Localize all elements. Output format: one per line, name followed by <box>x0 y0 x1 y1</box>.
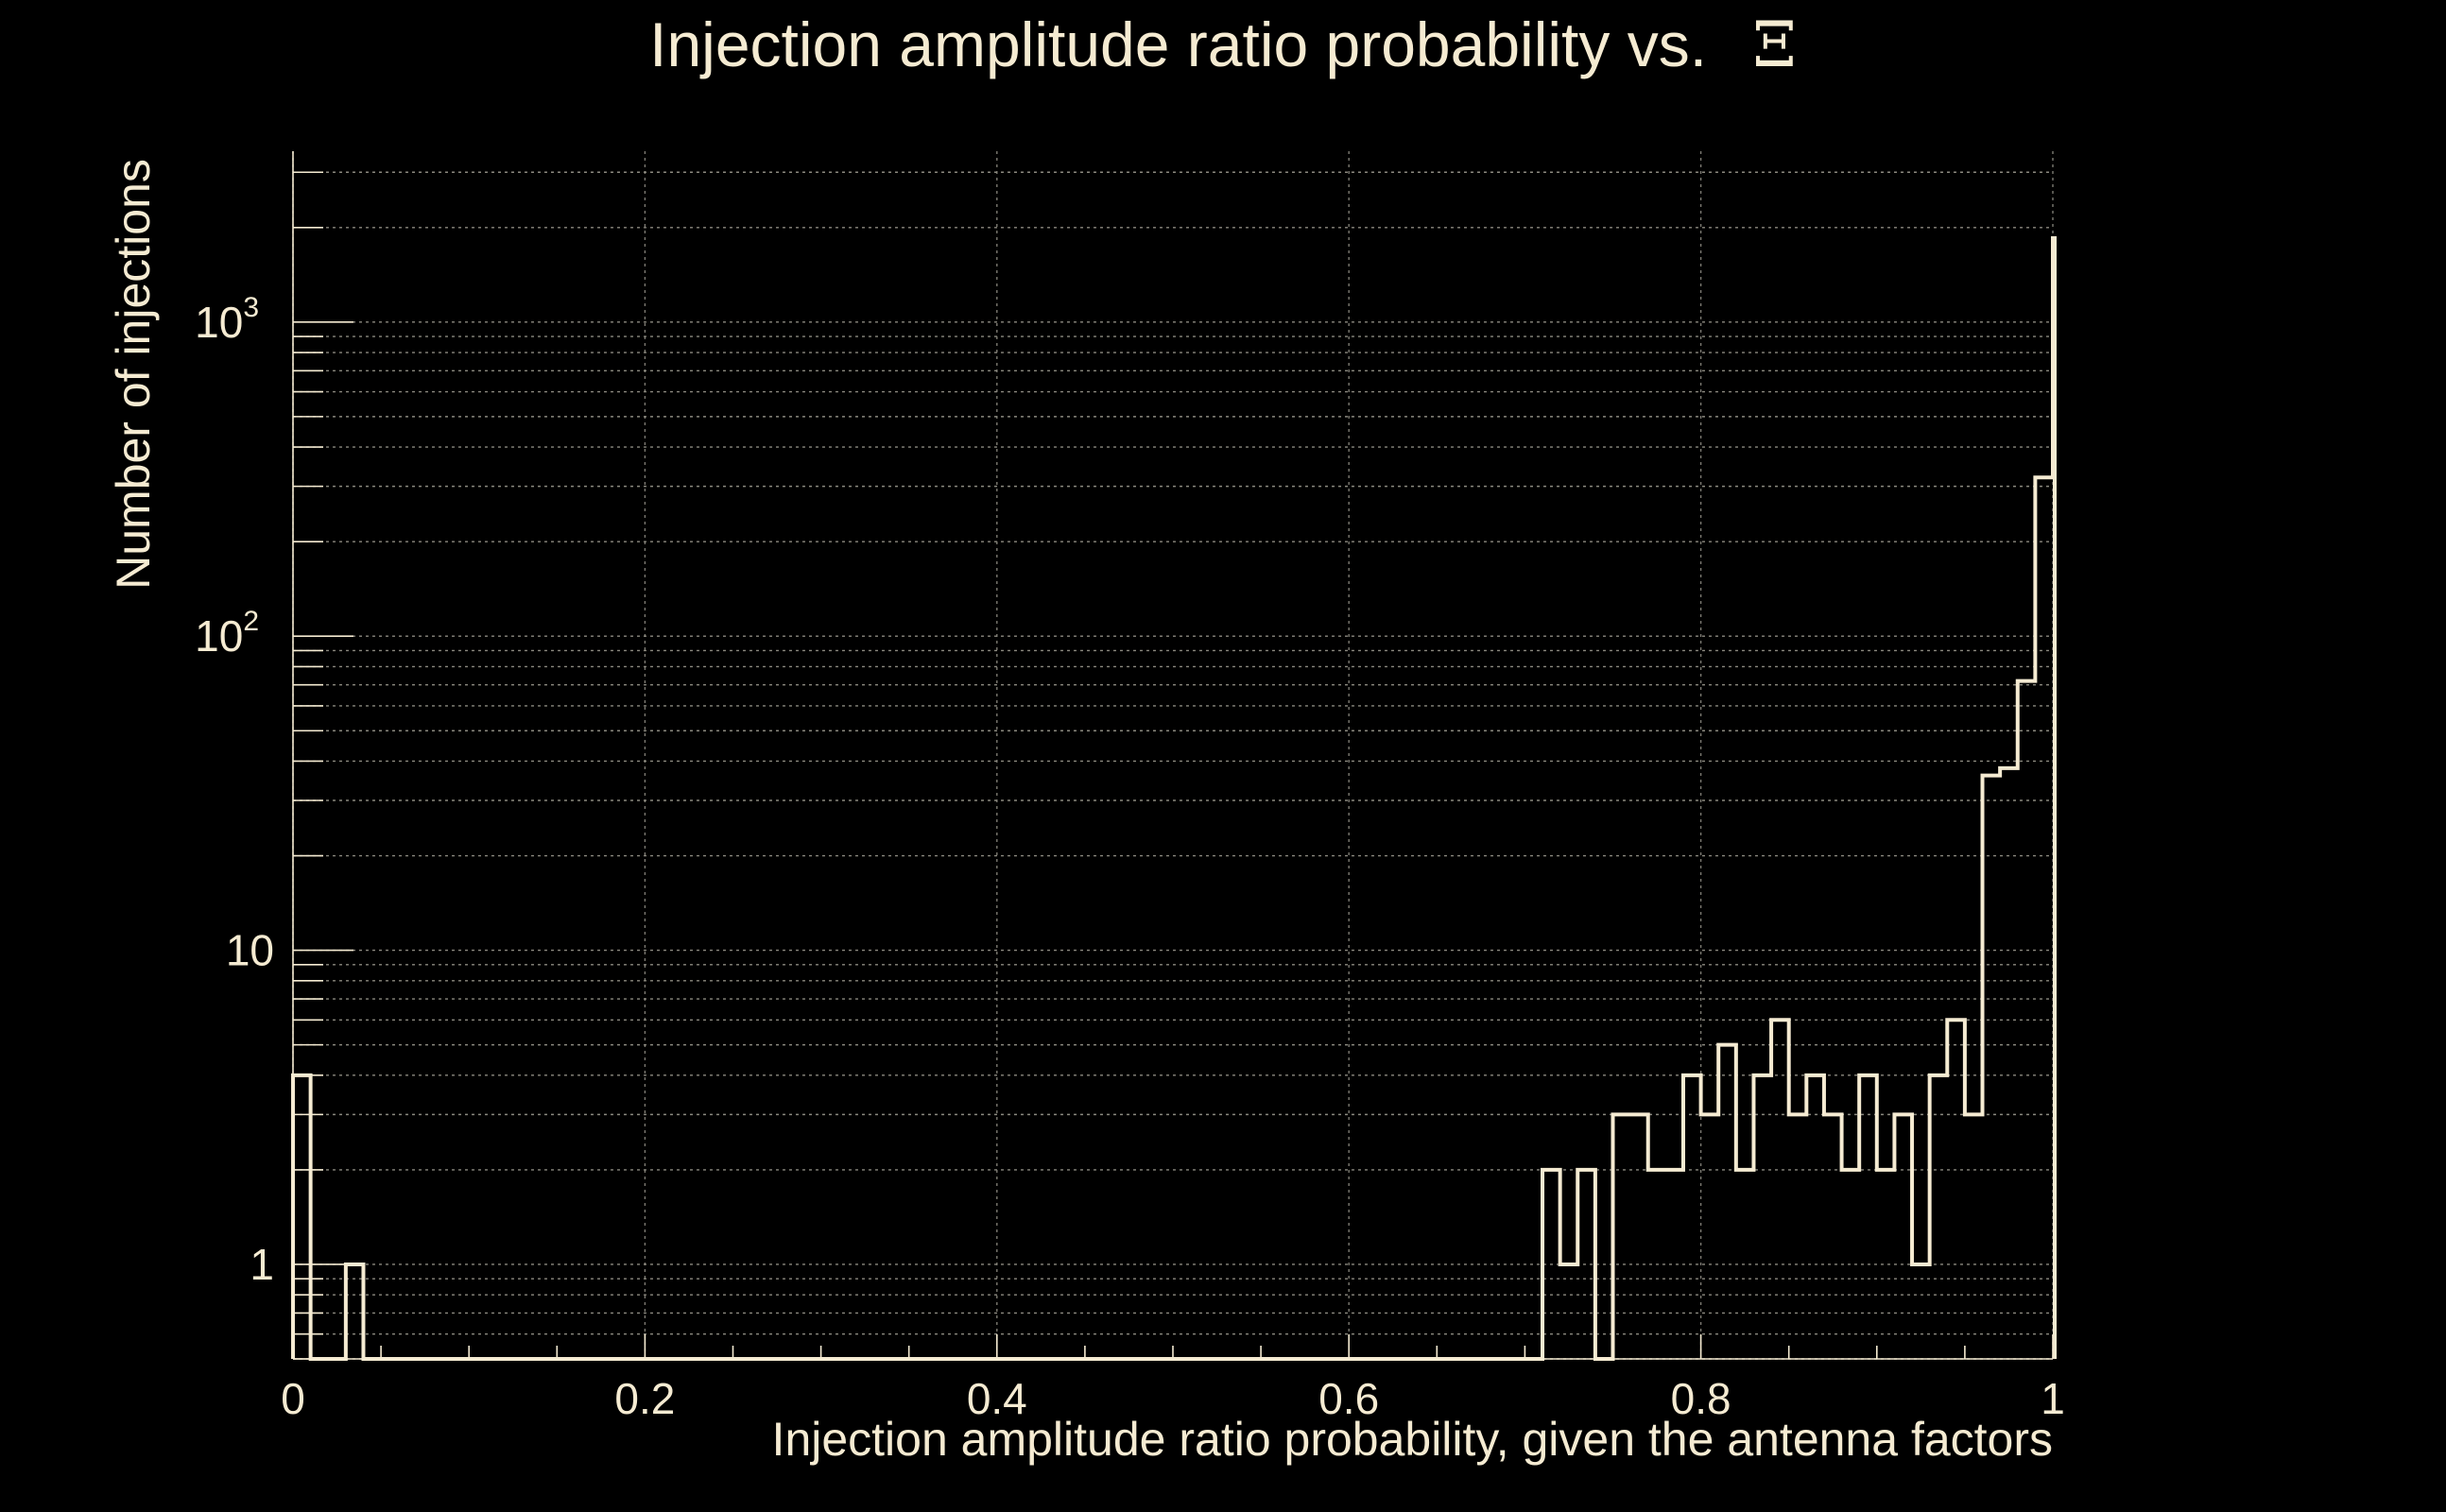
y-axis-tick-labels: 1 10 102 103 <box>195 292 274 1289</box>
chart-title: Injection amplitude ratio probability vs… <box>649 9 1797 81</box>
grid <box>292 151 2054 1360</box>
x-axis-label: Injection amplitude ratio probability, g… <box>772 1413 2053 1466</box>
y-tick-label-3: 103 <box>195 292 259 347</box>
x-tick-label-3: 0.6 <box>1318 1374 1379 1423</box>
y-tick-label-2: 102 <box>195 606 259 661</box>
axis-ticks <box>292 171 2054 1360</box>
x-tick-label-1: 0.2 <box>614 1374 675 1423</box>
y-axis-label: Number of injections <box>107 159 160 590</box>
histogram-series-outline <box>291 236 2057 1361</box>
plot-frame <box>292 151 2053 1360</box>
x-tick-label-0: 0 <box>281 1374 305 1423</box>
y-tick-label-0: 1 <box>250 1240 274 1289</box>
y-tick-label-1: 10 <box>226 926 274 975</box>
x-axis-tick-labels: 0 0.2 0.4 0.6 0.8 1 <box>281 1374 2065 1423</box>
x-tick-label-2: 0.4 <box>967 1374 1027 1423</box>
x-tick-label-5: 1 <box>2041 1374 2065 1423</box>
chart-title-text: Injection amplitude ratio probability vs… <box>649 9 1707 79</box>
chart-title-symbol: Ξ <box>1752 9 1796 81</box>
x-tick-label-4: 0.8 <box>1671 1374 1731 1423</box>
